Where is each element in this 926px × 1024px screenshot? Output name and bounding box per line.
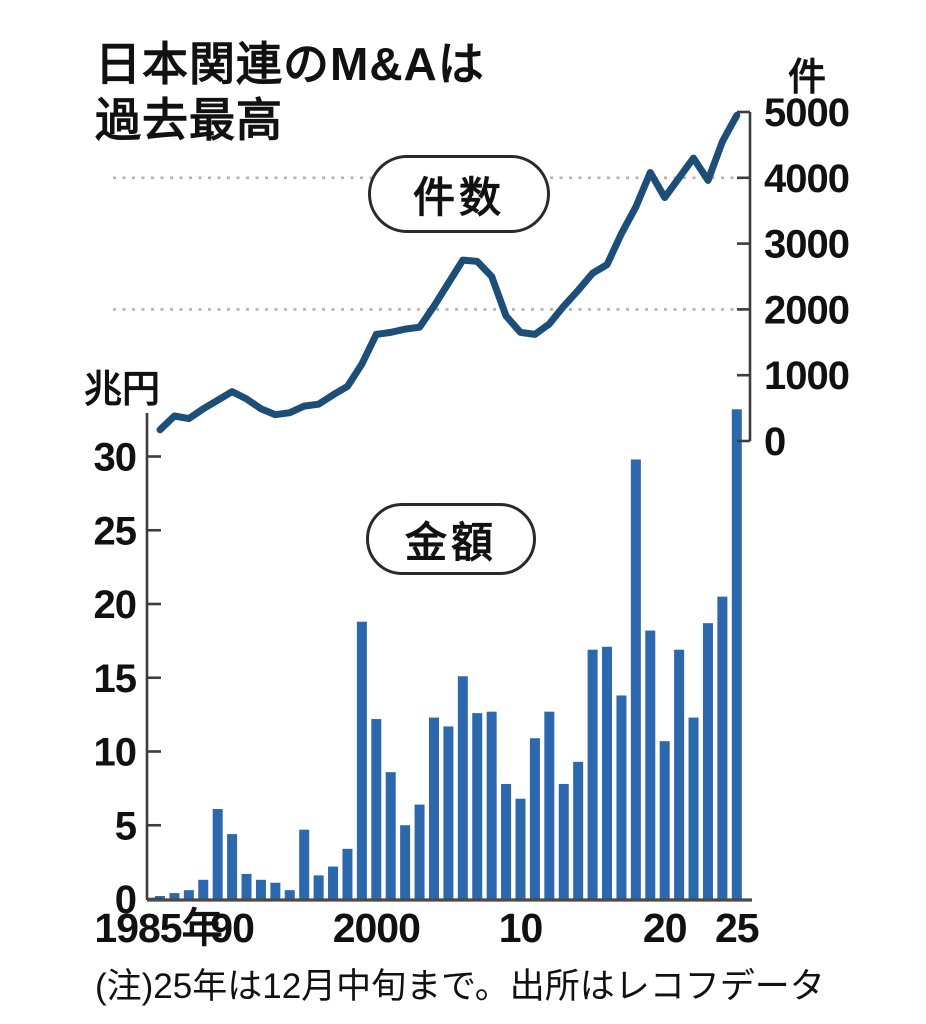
amount-bar-2016: [602, 646, 613, 899]
x-axis-ticklabel-2020: 20: [643, 905, 687, 951]
amount-bar-2020: [659, 741, 670, 899]
left-axis-ticklabel-15: 15: [94, 657, 137, 701]
amount-bar-1987: [183, 890, 194, 899]
right-axis-ticklabel-3000: 3000: [764, 223, 849, 267]
amount-bar-2024: [717, 596, 728, 899]
amount-series-pill: 金額: [366, 503, 536, 575]
count-series-pill: 件数: [368, 155, 550, 233]
amount-bar-1988: [198, 879, 209, 899]
axes-group: [145, 110, 752, 902]
amount-bar-1991: [241, 873, 252, 899]
right-axis-ticklabel-5000: 5000: [764, 91, 849, 135]
count-series-pill-label: 件数: [412, 173, 505, 221]
amount-bars-group: [155, 409, 742, 899]
amount-bar-2006: [457, 676, 468, 899]
amount-bar-2004: [428, 717, 439, 899]
amount-bar-1992: [255, 879, 266, 899]
axis-labels-group: 5000400030002000100003025201510501985年90…: [94, 91, 850, 951]
amount-bar-2003: [414, 804, 425, 899]
amount-bar-1990: [227, 834, 238, 899]
amount-bar-1985: [155, 896, 165, 899]
chart-title-line2: 過去最高: [95, 94, 283, 147]
amount-bar-2021: [674, 649, 685, 899]
right-axis-ticklabel-1000: 1000: [764, 354, 849, 398]
amount-bar-2019: [645, 630, 656, 899]
left-axis-ticklabel-30: 30: [94, 436, 137, 480]
left-axis-ticklabel-25: 25: [94, 509, 137, 553]
x-axis-ticklabel-1990: 90: [210, 905, 254, 951]
gridlines-group: [113, 176, 748, 311]
amount-bar-2009: [501, 783, 512, 899]
amount-bar-2002: [400, 825, 411, 899]
x-axis-ticklabel-2025: 25: [715, 905, 759, 951]
amount-bar-1995: [299, 829, 310, 899]
left-axis-ticklabel-20: 20: [94, 583, 137, 627]
chart-title: 日本関連のM&Aは 過去最高: [95, 36, 485, 148]
count-line-group: [156, 111, 741, 434]
x-axis-ticklabel-2000: 2000: [333, 905, 420, 951]
left-axis-unit-label: 兆円: [84, 369, 161, 411]
amount-bar-2000: [371, 719, 382, 899]
amount-bar-1999: [356, 621, 367, 899]
x-axis-ticklabel-1985: 1985年: [94, 905, 221, 951]
amount-bar-2007: [472, 713, 483, 899]
amount-bar-2008: [486, 711, 497, 899]
amount-bar-2017: [616, 695, 627, 899]
amount-bar-1998: [342, 848, 353, 899]
right-axis-ticklabel-4000: 4000: [764, 157, 849, 201]
chart-title-line1: 日本関連のM&Aは: [95, 38, 485, 90]
left-axis-ticklabel-5: 5: [115, 804, 137, 848]
source-note: (注)25年は12月中旬まで。出所はレコフデータ: [95, 967, 825, 1006]
amount-bar-2025: [731, 409, 742, 899]
amount-bar-2015: [587, 649, 598, 899]
amount-bar-2013: [558, 783, 569, 899]
amount-bar-1996: [313, 875, 324, 899]
right-axis-ticklabel-0: 0: [764, 420, 785, 464]
amount-bar-2001: [385, 772, 396, 899]
amount-bar-1997: [328, 866, 339, 899]
amount-bar-1986: [169, 893, 180, 899]
amount-bar-2012: [544, 711, 555, 899]
right-axis-ticklabel-2000: 2000: [764, 288, 849, 332]
count-line: [156, 111, 741, 434]
amount-bar-2005: [443, 726, 454, 899]
amount-bar-1994: [284, 890, 295, 899]
left-axis-ticklabel-10: 10: [94, 731, 137, 775]
amount-bar-2018: [630, 459, 641, 899]
right-axis-unit-label: 件: [788, 57, 827, 99]
x-axis-ticklabel-2010: 10: [499, 905, 543, 951]
amount-series-pill-label: 金額: [404, 518, 497, 566]
amount-bar-2010: [515, 798, 526, 899]
amount-bar-1993: [270, 882, 281, 899]
amount-bar-2023: [702, 623, 713, 899]
amount-bar-2011: [529, 738, 540, 899]
amount-bar-2014: [573, 761, 584, 899]
left-axis-ticklabel-0: 0: [115, 878, 136, 922]
amount-bar-1989: [212, 809, 223, 899]
amount-bar-2022: [688, 717, 699, 899]
